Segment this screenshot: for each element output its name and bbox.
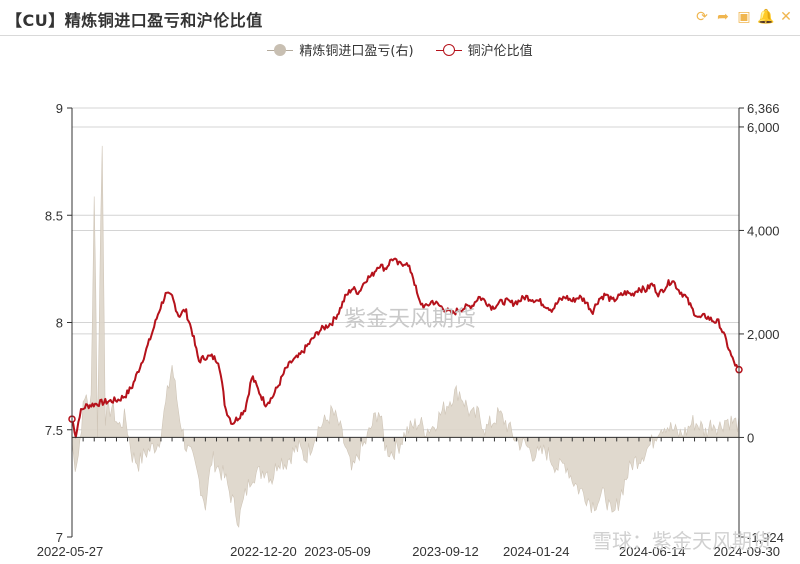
close-icon[interactable]: ✕ <box>780 9 792 25</box>
x-tick-label: 2023-09-12 <box>412 544 479 559</box>
right-tick-label: 4,000 <box>747 223 780 238</box>
right-tick-label: 2,000 <box>747 327 780 342</box>
right-tick-label: 0 <box>747 430 754 445</box>
refresh-icon[interactable]: ⟳ <box>696 9 708 25</box>
legend-marker-pnl <box>267 43 294 56</box>
left-tick-label: 8.5 <box>45 208 63 223</box>
share-icon[interactable]: ➦ <box>717 9 729 25</box>
series-ratio-line <box>71 257 740 439</box>
left-tick-label: 7 <box>56 530 63 545</box>
legend-marker-ratio <box>435 43 462 56</box>
right-tick-label: 6,366 <box>747 101 780 116</box>
left-tick-label: 9 <box>56 101 63 116</box>
snowball-watermark: 雪球：紫金天风期货 <box>592 529 772 553</box>
legend-label-ratio: 铜沪伦比值 <box>467 44 533 59</box>
series-pnl-area <box>71 145 740 528</box>
right-tick-label: -1,924 <box>747 530 784 545</box>
x-tick-label: 2022-12-20 <box>230 544 297 559</box>
right-tick-label: 6,000 <box>747 120 780 135</box>
x-tick-label: 2024-09-30 <box>714 544 781 559</box>
chart-header: 【CU】精炼铜进口盈亏和沪伦比值 ⟳ ➦ ▣ 🔔 ✕ <box>0 0 800 36</box>
x-tick-label: 2024-06-14 <box>619 544 686 559</box>
page-title: 【CU】精炼铜进口盈亏和沪伦比值 <box>6 11 263 30</box>
left-tick-label: 8 <box>56 316 63 331</box>
save-icon[interactable]: ▣ <box>737 9 751 25</box>
bell-icon[interactable]: 🔔 <box>757 9 775 25</box>
legend-item-pnl[interactable]: 精炼铜进口盈亏(右) <box>267 40 414 59</box>
x-tick-label: 2024-01-24 <box>503 544 570 559</box>
chart-legend: 精炼铜进口盈亏(右) 铜沪伦比值 <box>0 40 800 59</box>
left-tick-label: 7.5 <box>45 423 63 438</box>
watermark-text: 紫金天风期货 <box>344 307 476 332</box>
legend-label-pnl: 精炼铜进口盈亏(右) <box>299 44 414 59</box>
x-tick-label: 2023-05-09 <box>304 544 371 559</box>
toolbar: ⟳ ➦ ▣ 🔔 ✕ <box>694 9 794 25</box>
legend-item-ratio[interactable]: 铜沪伦比值 <box>435 40 533 59</box>
x-tick-label: 2022-05-27 <box>37 544 104 559</box>
